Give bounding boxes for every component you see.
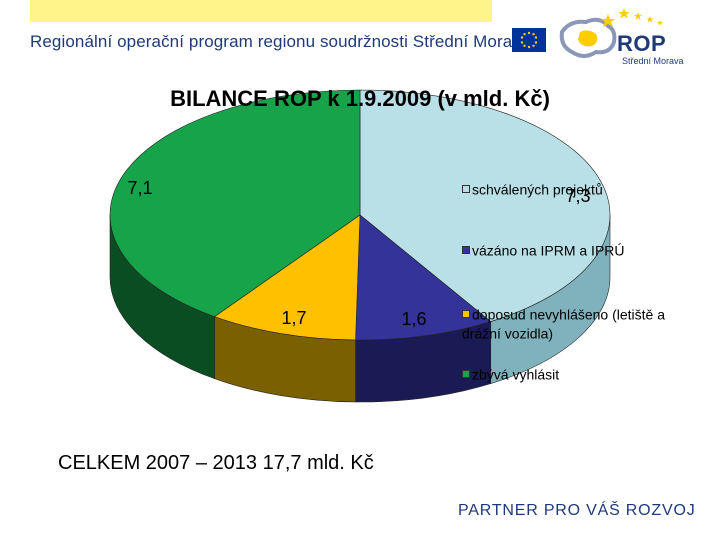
legend-item-not-announced: doposud nevyhlášeno (letiště a drážní vo… [462, 304, 687, 343]
legend-swatch [462, 246, 470, 255]
data-label: 1,7 [281, 308, 306, 328]
legend-label: schválených projektů [472, 181, 603, 198]
pie-slice [359, 89, 611, 322]
legend-label: vázáno na IPRM a IPRÚ [472, 242, 625, 259]
rop-logo-icon [559, 8, 663, 58]
pie-slice [355, 214, 492, 341]
data-label: 7,1 [127, 178, 152, 198]
legend-item-remaining: zbývá vyhlásit [462, 365, 559, 382]
legend-swatch [462, 185, 470, 194]
legend-swatch [462, 370, 470, 379]
legend-item-approved: schválených projektů [462, 180, 603, 197]
legend-swatch [462, 310, 470, 319]
legend-label: zbývá vyhlásit [472, 366, 560, 383]
rop-logo-subtitle: Střední Morava [622, 56, 684, 66]
chart-title: BILANCE ROP k 1.9.2009 (v mld. Kč) [170, 86, 550, 111]
pie-slice [109, 89, 361, 317]
data-label: 7,3 [565, 186, 590, 206]
total-summary: CELKEM 2007 – 2013 17,7 mld. Kč [58, 452, 374, 474]
legend-item-iprm: vázáno na IPRM a IPRÚ [462, 241, 625, 258]
program-title: Regionální operační program regionu soud… [30, 32, 531, 51]
eu-flag-icon [512, 28, 546, 52]
header-bar [30, 0, 492, 22]
pie-slice [213, 214, 361, 341]
rop-logo-text: ROP [617, 31, 667, 56]
footer-slogan: PARTNER PRO VÁŠ ROZVOJ [458, 502, 696, 519]
data-label: 1,6 [401, 309, 426, 329]
legend-label: doposud nevyhlášeno (letiště a drážní vo… [462, 306, 666, 342]
